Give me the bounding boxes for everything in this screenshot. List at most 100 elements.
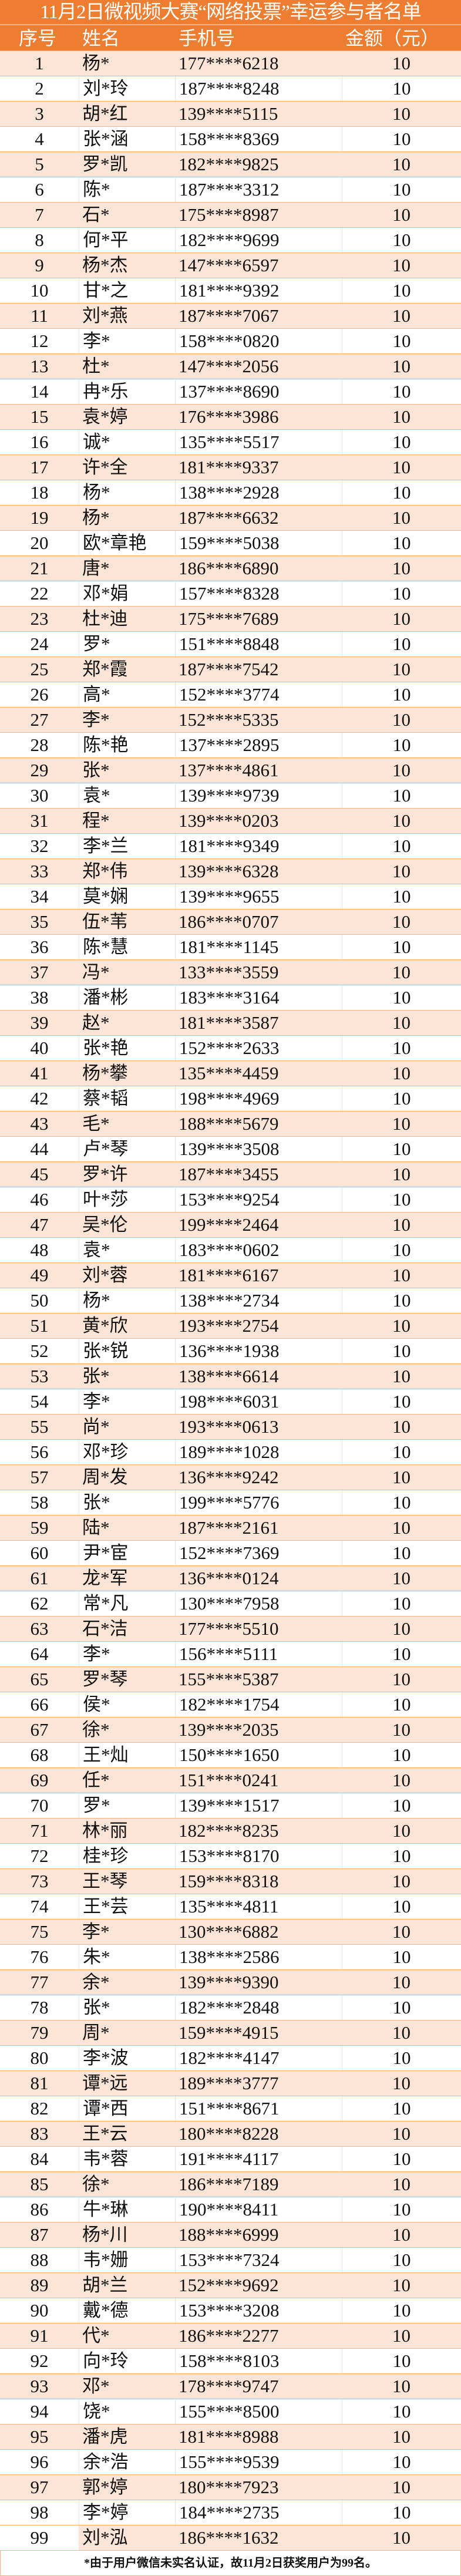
table-row: 14 冉*乐 137****8690 10	[0, 379, 461, 405]
cell-number: 36	[30, 937, 49, 957]
cell-number: 9	[35, 255, 44, 275]
cell-number: 64	[30, 1644, 49, 1664]
page-title: 11月2日微视频大赛“网络投票”幸运参与者名单	[0, 0, 461, 25]
cell-phone: 136****0124	[179, 1568, 279, 1588]
cell-amount: 10	[392, 103, 410, 124]
cell-amount: 10	[392, 2376, 410, 2396]
cell-name: 莫*娴	[79, 884, 175, 909]
cell-name: 谭*远	[82, 2073, 128, 2093]
cell-phone: 198****6031	[175, 1389, 342, 1414]
cell-amount: 10	[342, 2147, 461, 2171]
cell-amount: 10	[342, 1288, 461, 1313]
cell-number: 63	[30, 1618, 49, 1639]
cell-phone: 182****9699	[175, 228, 342, 252]
table-row: 94 饶* 155****8500 10	[0, 2399, 461, 2425]
cell-phone: 138****6614	[179, 1366, 279, 1386]
cell-number: 74	[30, 1896, 49, 1917]
cell-amount: 10	[392, 558, 410, 578]
cell-phone: 189****1028	[175, 1440, 342, 1464]
cell-amount: 10	[342, 2399, 461, 2424]
table-row: 51 黄*欣 193****2754 10	[0, 1314, 461, 1339]
cell-phone: 152****5335	[179, 709, 279, 730]
table-row: 38 潘*彬 183****3164 10	[0, 985, 461, 1011]
cell-number: 82	[30, 2098, 49, 2119]
cell-phone: 152****9692	[179, 2275, 279, 2295]
table-row: 80 李*波 182****4147 10	[0, 2046, 461, 2071]
cell-amount: 10	[392, 2325, 410, 2346]
table-row: 5 罗*凯 182****9825 10	[0, 152, 461, 177]
cell-number: 32	[30, 836, 49, 856]
cell-amount: 10	[392, 2527, 410, 2548]
table-row: 59 陆* 187****2161 10	[0, 1516, 461, 1541]
cell-number: 52	[30, 1341, 49, 1361]
cell-amount: 10	[342, 581, 461, 606]
cell-phone: 181****8988	[179, 2426, 279, 2447]
cell-name: 杨*	[82, 507, 110, 528]
cell-name: 甘*之	[79, 278, 175, 303]
table-row: 83 王*云 180****8228 10	[0, 2122, 461, 2147]
table-row: 44 卢*琴 139****3508 10	[0, 1137, 461, 1162]
table-row: 32 李*兰 181****9349 10	[0, 834, 461, 859]
cell-name: 余*浩	[79, 2450, 175, 2474]
cell-number: 60	[30, 1543, 49, 1563]
cell-name: 潘*虎	[82, 2426, 128, 2447]
column-header-name: 姓名	[82, 28, 120, 49]
table-row: 87 杨*川 188****6999 10	[0, 2223, 461, 2248]
cell-phone: 187****7542	[179, 659, 279, 679]
cell-amount: 10	[342, 1894, 461, 1919]
table-row: 81 谭*远 189****3777 10	[0, 2071, 461, 2096]
table-row: 20 欧*章艳 159****5038 10	[0, 531, 461, 556]
table-row: 53 张* 138****6614 10	[0, 1364, 461, 1389]
cell-name: 袁*婷	[82, 406, 128, 427]
cell-phone: 159****4915	[179, 2022, 279, 2043]
table-row: 33 郑*伟 139****6328 10	[0, 859, 461, 884]
cell-phone: 157****8328	[175, 581, 342, 606]
cell-phone: 138****2928	[175, 480, 342, 505]
table-body: 1 杨* 177****6218 10 2 刘*玲 187****8248 10 3 胡*红 139…	[0, 51, 461, 2551]
table-row: 47 吴*伦 199****2464 10	[0, 1213, 461, 1238]
cell-amount: 10	[392, 1467, 410, 1487]
cell-number: 25	[30, 659, 49, 679]
cell-name: 张*	[79, 1490, 175, 1515]
cell-number: 44	[30, 1139, 49, 1159]
table-row: 57 周*发 136****9242 10	[0, 1465, 461, 1490]
table-row: 37 冯* 133****3559 10	[0, 960, 461, 985]
cell-amount: 10	[342, 632, 461, 656]
table-row: 71 林*丽 182****8235 10	[0, 1819, 461, 1844]
cell-number: 47	[30, 1214, 49, 1235]
table-row: 24 罗* 151****8848 10	[0, 632, 461, 657]
table-row: 42 蔡*韬 198****4969 10	[0, 1086, 461, 1112]
cell-name: 王*芸	[79, 1894, 175, 1919]
cell-number: 70	[30, 1795, 49, 1816]
cell-number: 71	[30, 1820, 49, 1841]
cell-amount: 10	[342, 1844, 461, 1868]
cell-phone: 155****8500	[175, 2399, 342, 2424]
cell-amount: 10	[342, 783, 461, 808]
cell-name: 周*发	[82, 1467, 128, 1487]
cell-name: 高*	[79, 682, 175, 707]
cell-amount: 10	[392, 1871, 410, 1891]
table-row: 50 杨* 138****2734 10	[0, 1288, 461, 1314]
cell-amount: 10	[392, 1113, 410, 1134]
cell-name: 邓*珍	[79, 1440, 175, 1464]
cell-phone: 182****9825	[179, 154, 279, 174]
table-row: 68 王*灿 150****1650 10	[0, 1743, 461, 1768]
cell-phone: 181****6167	[179, 1265, 279, 1285]
cell-amount: 10	[392, 1568, 410, 1588]
cell-number: 69	[30, 1770, 49, 1790]
table-row: 97 郭*婷 180****7923 10	[0, 2475, 461, 2500]
cell-name: 伍*苇	[82, 911, 128, 932]
cell-name: 罗*凯	[82, 154, 128, 174]
cell-phone: 155****9539	[175, 2450, 342, 2474]
cell-phone: 151****0241	[179, 1770, 279, 1790]
table-row: 25 郑*霞 187****7542 10	[0, 657, 461, 682]
column-header-number: 序号	[18, 28, 56, 49]
cell-phone: 191****4117	[175, 2147, 342, 2171]
cell-phone: 153****3208	[175, 2298, 342, 2323]
cell-phone: 175****7689	[179, 608, 279, 629]
cell-phone: 139****3508	[175, 1137, 342, 1161]
cell-name: 杨*	[79, 480, 175, 505]
cell-phone: 181****1145	[175, 935, 342, 959]
cell-phone: 181****9337	[179, 457, 279, 477]
table-row: 41 杨*攀 135****4459 10	[0, 1061, 461, 1086]
